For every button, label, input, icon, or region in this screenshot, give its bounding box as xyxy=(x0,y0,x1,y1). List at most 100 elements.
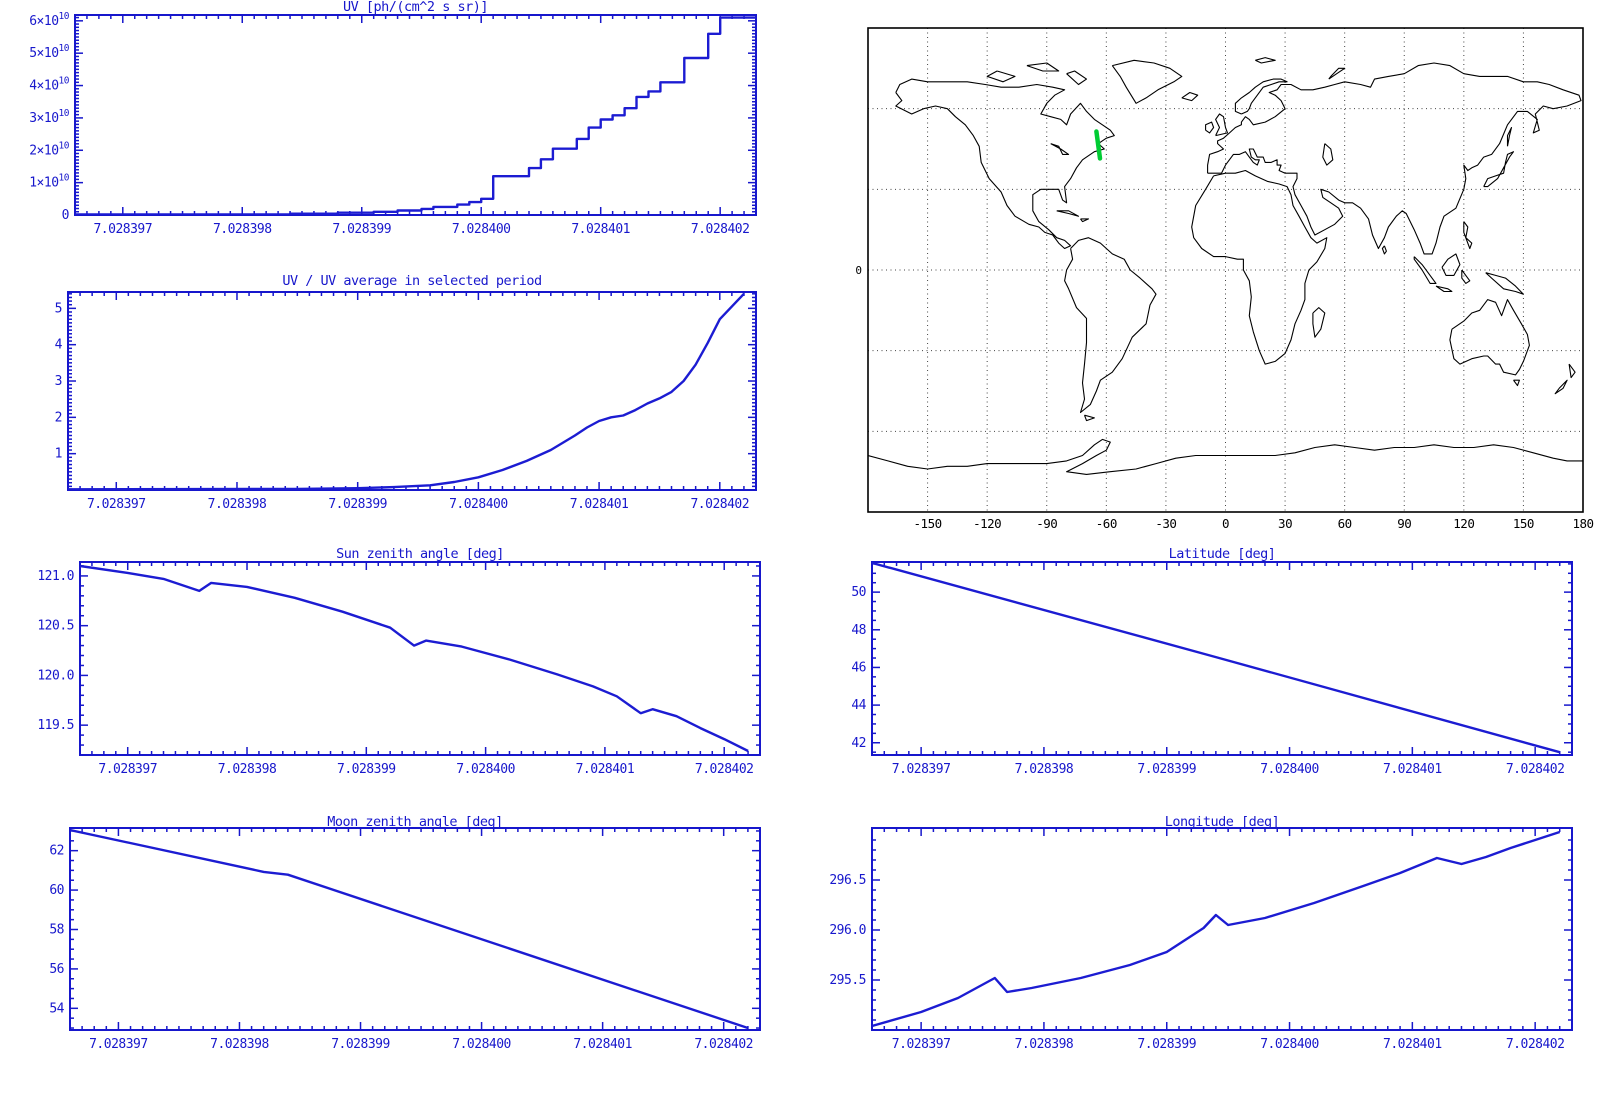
svg-text:7.028399: 7.028399 xyxy=(331,1037,390,1052)
svg-text:120.5: 120.5 xyxy=(37,619,74,634)
svg-text:7.028399: 7.028399 xyxy=(1137,1037,1196,1052)
svg-text:7.028402: 7.028402 xyxy=(694,1037,753,1052)
plot-frame xyxy=(69,827,761,1031)
svg-text:7.028401: 7.028401 xyxy=(571,222,630,237)
svg-text:60: 60 xyxy=(1338,516,1352,531)
axis-tick-labels: 7.028397 7.028398 7.028399 7.028400 7.028401… xyxy=(851,585,1565,777)
map-lon-labels: -150 -120 -90 -60 -30 0 30 60 90 120 150 180 xyxy=(914,516,1595,531)
svg-text:2: 2 xyxy=(55,410,62,425)
moon-zenith-plot-title: Moon zenith angle [deg] xyxy=(327,814,503,830)
plot-frame xyxy=(871,827,1573,1031)
svg-text:1: 1 xyxy=(55,447,62,462)
uv-ratio-plot: UV / UV average in selected period 7.028… xyxy=(0,265,780,520)
svg-text:7.028400: 7.028400 xyxy=(1260,762,1319,777)
latitude-plot-canvas: 7.028397 7.028398 7.028399 7.028400 7.028401… xyxy=(851,561,1573,777)
svg-text:44: 44 xyxy=(851,698,866,713)
lat-series-line xyxy=(872,562,1561,754)
axis-tick-labels: 7.028397 7.028398 7.028399 7.028400 7.028401… xyxy=(49,844,753,1052)
longitude-plot: Longitude [deg] 7.028397 7.028398 7.028399… xyxy=(800,810,1600,1074)
uv-axes xyxy=(74,14,757,216)
svg-text:7.028400: 7.028400 xyxy=(452,222,511,237)
svg-text:7.028401: 7.028401 xyxy=(576,762,635,777)
svg-text:2×1010: 2×1010 xyxy=(29,140,70,158)
svg-text:7.028401: 7.028401 xyxy=(573,1037,632,1052)
axis-tick-labels: 7.028397 7.028398 7.028399 7.028400 7.028401… xyxy=(55,301,750,512)
svg-text:60: 60 xyxy=(49,883,64,898)
sun-zenith-plot-title: Sun zenith angle [deg] xyxy=(336,546,504,562)
svg-text:119.5: 119.5 xyxy=(37,718,74,733)
svg-text:7.028402: 7.028402 xyxy=(1506,1037,1565,1052)
svg-text:4×1010: 4×1010 xyxy=(29,76,70,94)
svg-text:6×1010: 6×1010 xyxy=(29,11,70,29)
svg-text:-30: -30 xyxy=(1155,516,1176,531)
y-axis xyxy=(75,16,756,216)
svg-text:46: 46 xyxy=(851,660,866,675)
svg-text:7.028401: 7.028401 xyxy=(1383,1037,1442,1052)
axis-tick-labels: 7.028397 7.028398 7.028399 7.028400 7.028401… xyxy=(29,11,750,237)
x-axis xyxy=(67,292,745,490)
svg-text:-60: -60 xyxy=(1096,516,1117,531)
sun-series-line xyxy=(80,564,749,753)
svg-text:7.028401: 7.028401 xyxy=(1383,762,1442,777)
svg-text:7.028399: 7.028399 xyxy=(337,762,396,777)
uv-plot-canvas: 7.028397 7.028398 7.028399 7.028400 7.028401… xyxy=(29,11,757,237)
x-axis xyxy=(871,562,1561,755)
uv-plot-title: UV [ph/(cm^2 s sr)] xyxy=(343,0,488,15)
svg-text:90: 90 xyxy=(1397,516,1411,531)
svg-text:54: 54 xyxy=(49,1001,64,1016)
svg-text:7.028398: 7.028398 xyxy=(1015,762,1074,777)
svg-text:7.028398: 7.028398 xyxy=(208,497,267,512)
svg-text:295.5: 295.5 xyxy=(829,973,866,988)
world-map-canvas: -150 -120 -90 -60 -30 0 30 60 90 120 150 180 0 xyxy=(855,27,1595,531)
longitude-plot-canvas: 7.028397 7.028398 7.028399 7.028400 7.028401… xyxy=(829,827,1573,1052)
latitude-plot-title: Latitude [deg] xyxy=(1168,546,1276,562)
lon-series-line xyxy=(872,830,1561,1028)
svg-text:7.028402: 7.028402 xyxy=(695,762,754,777)
y-axis xyxy=(68,293,756,488)
uv-series-line xyxy=(75,16,756,215)
svg-text:7.028397: 7.028397 xyxy=(89,1037,148,1052)
svg-text:0: 0 xyxy=(1222,516,1229,531)
svg-text:7.028397: 7.028397 xyxy=(892,762,951,777)
svg-text:7.028398: 7.028398 xyxy=(218,762,277,777)
x-axis xyxy=(79,562,749,755)
map-coastlines xyxy=(868,57,1583,475)
svg-text:7.028400: 7.028400 xyxy=(456,762,515,777)
ground-track xyxy=(1094,129,1103,161)
svg-text:-90: -90 xyxy=(1036,516,1057,531)
moon-series-line xyxy=(70,828,749,1030)
lat-axes xyxy=(871,561,1573,756)
world-map: -150 -120 -90 -60 -30 0 30 60 90 120 150 180 0 xyxy=(800,17,1600,537)
svg-text:7.028399: 7.028399 xyxy=(328,497,387,512)
x-axis xyxy=(69,828,749,1030)
x-axis xyxy=(74,15,745,215)
svg-text:7.028398: 7.028398 xyxy=(1015,1037,1074,1052)
svg-text:121.0: 121.0 xyxy=(37,569,74,584)
ratio-axes xyxy=(67,291,757,491)
svg-text:48: 48 xyxy=(851,623,866,638)
svg-text:1×1010: 1×1010 xyxy=(29,173,70,191)
ratio-series-line xyxy=(68,292,745,490)
moon-axes xyxy=(69,827,761,1031)
svg-text:30: 30 xyxy=(1278,516,1292,531)
svg-text:7.028402: 7.028402 xyxy=(1506,762,1565,777)
svg-text:7.028399: 7.028399 xyxy=(332,222,391,237)
uv-ratio-plot-title: UV / UV average in selected period xyxy=(282,273,542,289)
svg-text:7.028398: 7.028398 xyxy=(213,222,272,237)
svg-text:296.5: 296.5 xyxy=(829,873,866,888)
sun-zenith-plot: Sun zenith angle [deg] 7.028397 7.028398 7… xyxy=(0,543,780,795)
plot-frame xyxy=(74,14,757,216)
latitude-plot: Latitude [deg] 7.028397 7.028398 7.028399 7… xyxy=(800,543,1600,795)
svg-text:5: 5 xyxy=(55,301,62,316)
x-axis xyxy=(871,828,1561,1030)
svg-text:7.028400: 7.028400 xyxy=(1260,1037,1319,1052)
map-frame xyxy=(867,27,1584,513)
svg-text:58: 58 xyxy=(49,922,64,937)
svg-text:120.0: 120.0 xyxy=(37,668,74,683)
svg-text:3×1010: 3×1010 xyxy=(29,108,70,126)
svg-text:0: 0 xyxy=(62,208,69,223)
svg-text:7.028397: 7.028397 xyxy=(892,1037,951,1052)
svg-text:120: 120 xyxy=(1453,516,1474,531)
svg-text:7.028401: 7.028401 xyxy=(570,497,629,512)
